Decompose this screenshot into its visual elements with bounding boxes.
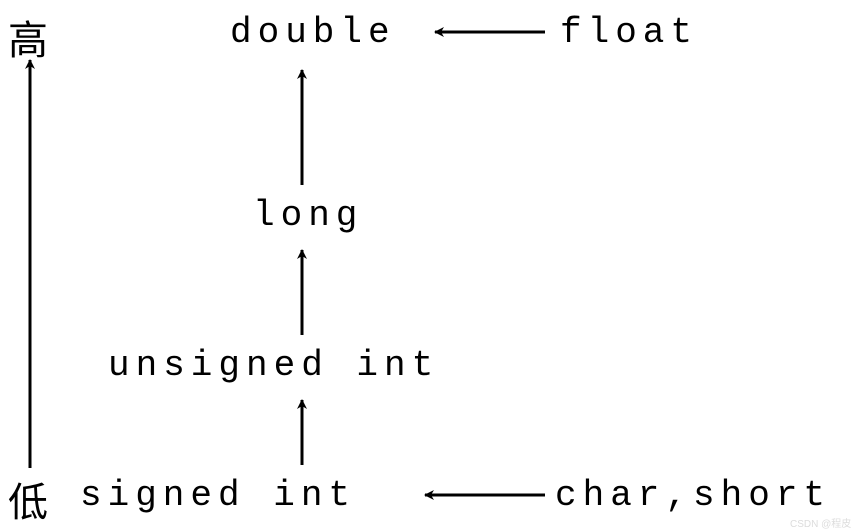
label-high: 高 <box>8 8 48 66</box>
label-unsigned-int: unsigned int <box>108 345 439 386</box>
label-double: double <box>230 12 396 53</box>
arrows-layer <box>0 0 864 529</box>
label-long: long <box>253 195 363 236</box>
label-float: float <box>560 12 698 53</box>
label-char-short: char,short <box>555 475 831 516</box>
label-low: 低 <box>8 470 48 528</box>
watermark: CSDN @程皮 <box>790 515 851 530</box>
label-signed-int: signed int <box>80 475 356 516</box>
